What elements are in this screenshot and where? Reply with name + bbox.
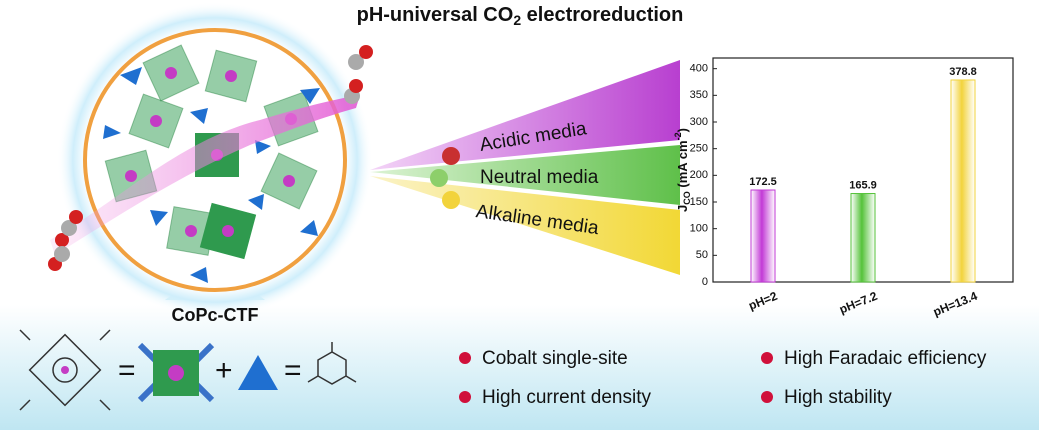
value-label: 378.8: [949, 66, 977, 78]
y-tick-label: 0: [702, 276, 708, 288]
feature: High current density: [482, 387, 651, 408]
y-tick-label: 400: [690, 63, 708, 75]
metal-center: [61, 366, 69, 374]
y-tick-label: 100: [690, 223, 708, 235]
media-wedge: [370, 60, 680, 170]
y-tick-label: 150: [690, 196, 708, 208]
value-label: 172.5: [749, 176, 777, 188]
bullet: [761, 391, 773, 403]
bullet: [459, 352, 471, 364]
y-tick-label: 350: [690, 89, 708, 101]
media-label: Neutral media: [480, 167, 599, 188]
building-block-triangle: [238, 355, 278, 390]
equals-sign: =: [118, 354, 136, 387]
bar: [750, 189, 776, 283]
bar: [950, 79, 976, 283]
building-block-square: [137, 342, 215, 403]
y-tick-label: 50: [696, 249, 708, 261]
material-label: CoPc-CTF: [172, 305, 259, 325]
feature: High Faradaic efficiency: [784, 348, 987, 369]
bullet: [761, 352, 773, 364]
bar: [850, 193, 876, 283]
media-dot: [430, 169, 448, 187]
media-dot: [442, 191, 460, 209]
feature: Cobalt single-site: [482, 348, 628, 369]
value-label: 165.9: [849, 179, 877, 191]
y-tick-label: 200: [690, 169, 708, 181]
y-tick-label: 250: [690, 143, 708, 155]
title: pH-universal CO2 electroreduction: [357, 4, 684, 27]
y-axis-label: JCO (mA cm-2): [673, 128, 692, 212]
structure-sketch: [19, 329, 357, 411]
media-wedge: [370, 145, 680, 205]
equals-sign: =: [284, 354, 302, 387]
feature: High stability: [784, 387, 892, 408]
bullet: [459, 391, 471, 403]
framework-illustration: [48, 2, 373, 318]
plus-sign: +: [215, 354, 233, 387]
media-dot: [442, 147, 460, 165]
y-tick-label: 300: [690, 116, 708, 128]
